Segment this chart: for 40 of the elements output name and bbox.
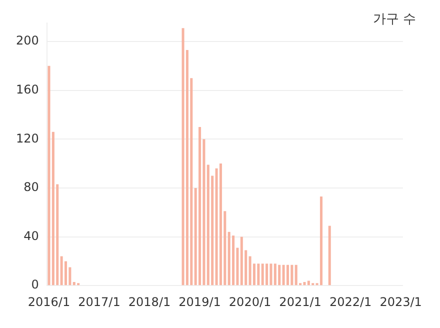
bar (248, 256, 252, 286)
y-tick-label: 0 (31, 278, 39, 292)
bar (228, 232, 230, 286)
bar (286, 264, 289, 286)
y-axis-title: 가구 수 (372, 11, 416, 28)
bar (294, 264, 298, 286)
y-tick-label: 200 (16, 34, 39, 48)
bar (219, 164, 222, 286)
y-tick-label: 120 (16, 131, 39, 146)
bar (60, 256, 63, 286)
bar (48, 66, 50, 286)
x-tick-label: 2021/1 (279, 294, 322, 309)
bar (72, 282, 76, 286)
bar (307, 280, 310, 286)
bar (232, 236, 235, 286)
x-tick-label: 2020/1 (228, 294, 272, 309)
x-tick-label: 2022/1 (329, 294, 372, 309)
bar (328, 226, 331, 286)
x-tick-label: 2018/1 (128, 294, 171, 309)
bar (274, 264, 276, 286)
bar (282, 264, 285, 286)
bar (261, 264, 264, 286)
bar (206, 164, 210, 286)
x-tick-label: 2016/1 (28, 294, 70, 309)
bar (270, 264, 272, 286)
bar (257, 264, 260, 286)
x-tick-label: 2023/1 (380, 294, 422, 309)
x-tick-label: 2019/1 (178, 294, 221, 309)
y-tick-label: 160 (16, 82, 39, 96)
y-tick-label: 40 (24, 228, 39, 243)
x-tick-label: 2017/1 (78, 294, 120, 309)
bar (320, 196, 322, 286)
bar (278, 264, 281, 286)
bar (290, 264, 294, 286)
y-tick-label: 80 (24, 180, 39, 194)
bar (198, 126, 202, 286)
bar (240, 236, 243, 286)
bar (303, 282, 306, 286)
bar (266, 264, 268, 286)
bar (182, 28, 184, 286)
